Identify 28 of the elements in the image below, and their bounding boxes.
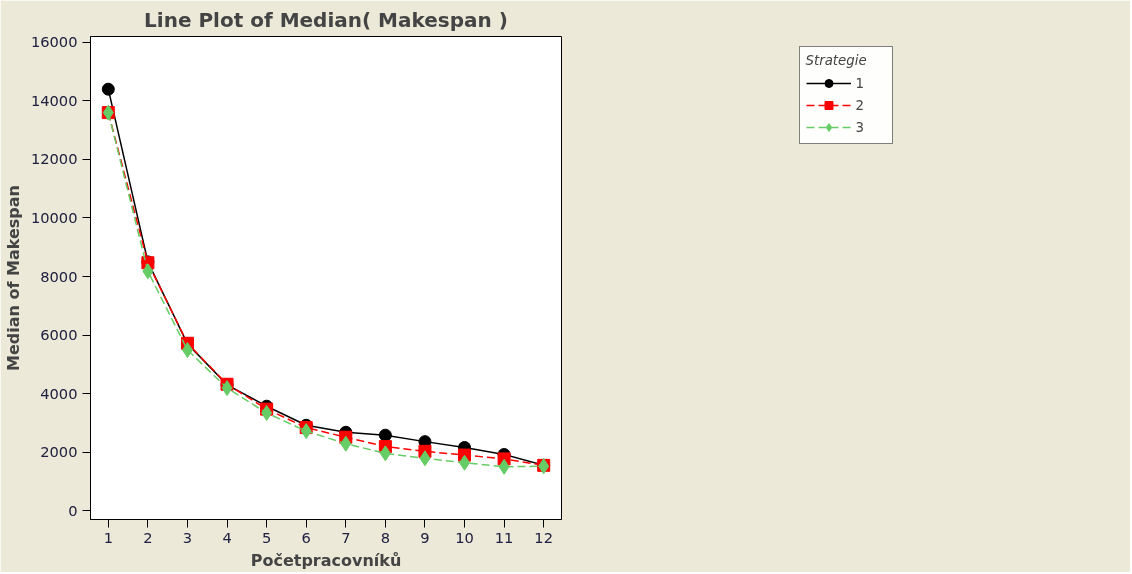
x-tick-label: 8 [380, 528, 391, 546]
x-tick-label: 2 [143, 528, 153, 546]
legend-label: 2 [855, 97, 865, 113]
x-tick-label: 6 [301, 528, 311, 546]
legend-title: Strategie [805, 53, 868, 68]
y-tick-label: 16000 [30, 33, 78, 51]
x-tick-label: 5 [261, 528, 272, 546]
y-tick-label: 14000 [30, 91, 78, 109]
y-axis-title: Median of Makespan [3, 185, 23, 371]
y-tick-label: 6000 [40, 326, 78, 344]
x-tick-label: 9 [420, 528, 430, 546]
y-tick-label: 10000 [30, 208, 78, 226]
y-tick-label: 0 [68, 501, 78, 519]
x-tick-label: 10 [455, 528, 474, 546]
x-tick-label: 4 [222, 528, 232, 546]
x-axis-title: Početpracovníků [250, 550, 402, 570]
x-tick-label: 11 [494, 528, 514, 546]
x-tick-label: 1 [103, 528, 113, 546]
x-tick-label: 3 [182, 528, 193, 546]
chart-title: Line Plot of Median( Makespan ) [144, 7, 508, 32]
legend-label: 1 [855, 75, 865, 91]
y-tick-label: 12000 [30, 150, 78, 168]
x-tick-label: 12 [534, 528, 554, 546]
y-tick-label: 8000 [40, 267, 78, 285]
legend-label: 3 [855, 119, 865, 135]
x-tick-label: 7 [341, 528, 351, 546]
y-tick-label: 4000 [40, 384, 78, 402]
y-tick-label: 2000 [40, 443, 78, 461]
